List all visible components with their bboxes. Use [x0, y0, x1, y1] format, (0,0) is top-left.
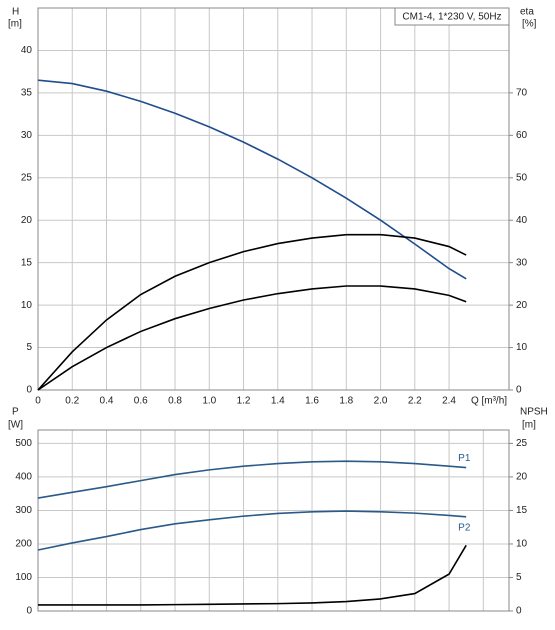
x-tick-label: 1.4	[271, 396, 285, 407]
curve	[37, 233, 467, 391]
y2-tick-label: 0	[516, 385, 522, 396]
y2-tick-label: 60	[516, 130, 528, 141]
y-tick-label: 100	[15, 572, 32, 583]
x-tick-label: 2.4	[442, 396, 456, 407]
y2-tick-label: 15	[516, 505, 528, 516]
y2-axis-label: eta	[520, 7, 534, 18]
y2-tick-label: 5	[516, 572, 522, 583]
curve	[37, 285, 467, 391]
y-tick-label: 40	[21, 45, 33, 56]
y2-axis-unit: [m]	[522, 420, 536, 431]
y-axis-unit: [m]	[8, 19, 22, 30]
y-axis-unit: [W]	[8, 420, 23, 431]
y2-tick-label: 70	[516, 88, 528, 99]
x-tick-label: 1.2	[237, 396, 251, 407]
y2-tick-label: 20	[516, 300, 528, 311]
x-tick-label: 1.8	[339, 396, 353, 407]
chart-title: CM1-4, 1*230 V, 50Hz	[402, 12, 501, 23]
title-box	[394, 7, 510, 26]
x-tick-label: 2.0	[374, 396, 388, 407]
x-tick-label: 1.0	[202, 396, 216, 407]
x-tick-label: 0.6	[134, 396, 148, 407]
y-axis-label: P	[12, 407, 19, 418]
y-tick-label: 15	[21, 257, 33, 268]
y-tick-label: 20	[21, 215, 33, 226]
y-tick-label: 500	[15, 438, 32, 449]
y2-tick-label: 0	[516, 606, 522, 617]
curve	[37, 510, 467, 551]
x-tick-label: 2.2	[408, 396, 422, 407]
y-tick-label: 10	[21, 300, 33, 311]
y-tick-label: 35	[21, 88, 33, 99]
y2-tick-label: 10	[516, 539, 528, 550]
y-tick-label: 30	[21, 130, 33, 141]
x-tick-label: 0	[35, 396, 41, 407]
x-tick-label: 0.8	[168, 396, 182, 407]
y-axis-label: H	[12, 7, 19, 18]
curve-label: P1	[458, 453, 471, 464]
curve	[37, 79, 467, 280]
y-tick-label: 5	[26, 342, 32, 353]
y2-axis-label: NPSH	[520, 407, 548, 418]
curve	[37, 460, 467, 499]
y2-tick-label: 40	[516, 215, 528, 226]
plot-frame	[37, 7, 510, 391]
y2-tick-label: 30	[516, 257, 528, 268]
y-tick-label: 0	[26, 385, 32, 396]
y-tick-label: 25	[21, 172, 33, 183]
y-tick-label: 400	[15, 472, 32, 483]
curve-label: P2	[458, 522, 471, 533]
y-tick-label: 300	[15, 505, 32, 516]
y2-tick-label: 10	[516, 342, 528, 353]
y2-tick-label: 50	[516, 172, 528, 183]
x-tick-label: 0.4	[100, 396, 114, 407]
y-tick-label: 0	[26, 606, 32, 617]
plot-frame	[37, 429, 510, 612]
y2-tick-label: 20	[516, 472, 528, 483]
x-axis-label: Q [m³/h]	[471, 396, 507, 407]
y2-axis-unit: [%]	[522, 19, 537, 30]
curve	[38, 544, 467, 606]
y-tick-label: 200	[15, 539, 32, 550]
y2-tick-label: 25	[516, 438, 528, 449]
x-tick-label: 1.6	[305, 396, 319, 407]
x-tick-label: 0.2	[65, 396, 79, 407]
